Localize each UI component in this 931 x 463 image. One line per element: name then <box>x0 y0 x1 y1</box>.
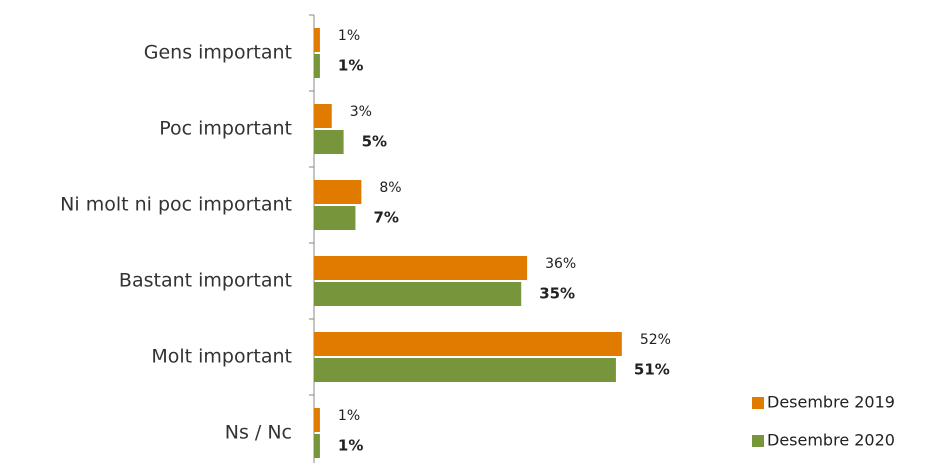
bar <box>314 104 332 128</box>
bar <box>314 408 320 432</box>
bar <box>314 180 362 204</box>
legend-label: Desembre 2019 <box>767 393 895 412</box>
value-label: 1% <box>338 408 360 424</box>
value-label: 5% <box>362 133 387 151</box>
bar <box>314 358 616 382</box>
category-label: Ni molt ni poc important <box>60 194 292 216</box>
bar <box>314 332 622 356</box>
legend-label: Desembre 2020 <box>767 431 895 450</box>
value-label: 51% <box>634 361 670 379</box>
category-label: Molt important <box>151 346 292 368</box>
bar <box>314 206 356 230</box>
value-label: 52% <box>640 332 671 348</box>
legend-swatch <box>752 435 764 447</box>
value-label: 3% <box>350 104 372 120</box>
bar <box>314 28 320 52</box>
bar <box>314 256 528 280</box>
value-label: 1% <box>338 28 360 44</box>
legend-swatch <box>752 397 764 409</box>
bar <box>314 282 522 306</box>
bar <box>314 54 320 78</box>
value-label: 1% <box>338 437 363 455</box>
category-label: Poc important <box>159 118 292 140</box>
bar <box>314 434 320 458</box>
category-label: Bastant important <box>119 270 292 292</box>
value-label: 1% <box>338 57 363 75</box>
bar <box>314 130 344 154</box>
category-label: Ns / Nc <box>225 422 292 444</box>
value-label: 8% <box>379 180 401 196</box>
value-label: 7% <box>373 209 398 227</box>
value-label: 36% <box>545 256 576 272</box>
category-label: Gens important <box>144 42 292 64</box>
value-label: 35% <box>539 285 575 303</box>
